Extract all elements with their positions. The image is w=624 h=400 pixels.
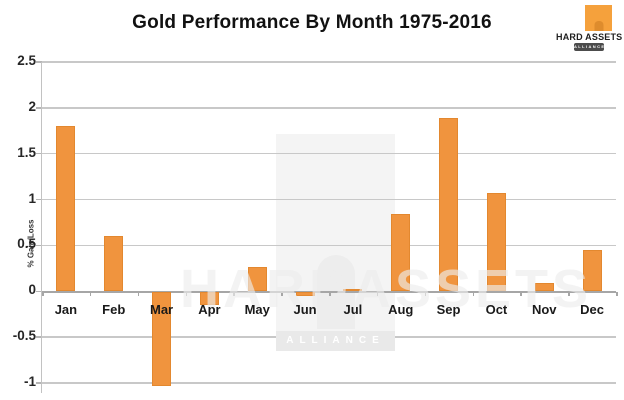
y-axis-tick: [36, 382, 42, 384]
watermark-text: HARDASSETS: [180, 259, 593, 319]
y-axis-label: 2: [28, 98, 36, 114]
x-axis-label-jan: Jan: [54, 302, 78, 317]
x-axis-label-dec: Dec: [580, 302, 604, 317]
chart-title: Gold Performance By Month 1975-2016: [132, 12, 492, 33]
y-axis-label: 1: [28, 190, 36, 206]
bar-sep: [439, 117, 459, 292]
bar-feb: [104, 236, 124, 292]
bar-jul: [343, 289, 363, 292]
y-axis-label: 1.5: [17, 144, 36, 160]
logo-brand-text: HARD ASSETS: [556, 32, 623, 42]
watermark-alliance-band: ALLIANCE: [276, 331, 395, 351]
x-axis-tick: [42, 292, 44, 297]
bar-apr: [199, 292, 219, 306]
bar-aug: [391, 214, 411, 292]
x-axis-label-nov: Nov: [531, 302, 557, 317]
gridline: [42, 107, 616, 109]
x-axis-label-sep: Sep: [436, 302, 461, 317]
y-axis-label: -1: [23, 374, 36, 389]
x-axis-tick: [568, 292, 570, 297]
bar-oct: [486, 193, 506, 292]
x-axis-label-mar: Mar: [150, 302, 174, 317]
bar-nov: [534, 283, 554, 292]
x-axis-label-oct: Oct: [485, 302, 508, 317]
x-axis-tick: [185, 292, 187, 297]
x-axis-tick: [137, 292, 140, 297]
y-axis-line: [40, 62, 42, 393]
x-axis-tick: [616, 292, 618, 297]
y-axis-label: -0.5: [12, 328, 36, 344]
x-axis-label-jun: Jun: [293, 302, 317, 317]
x-axis-tick: [424, 292, 427, 297]
x-axis-tick: [472, 292, 474, 297]
y-axis-tick: [36, 61, 42, 63]
x-axis-tick: [89, 292, 92, 297]
x-axis-zero-line: [42, 290, 616, 293]
bar-may: [247, 267, 267, 292]
hard-assets-logo: HARD ASSETS ALLIANCE: [556, 4, 623, 52]
x-axis-tick: [281, 292, 283, 297]
y-axis-tick: [36, 198, 42, 201]
gridline: [42, 61, 616, 63]
x-axis-tick: [233, 292, 235, 297]
gridline: [42, 382, 616, 384]
logo-square-icon: [585, 5, 612, 31]
x-axis-label-may: May: [244, 302, 270, 317]
y-axis-tick: [36, 107, 42, 109]
logo-arch-icon: [594, 21, 603, 31]
x-axis-label-feb: Feb: [102, 302, 126, 317]
y-axis-label: 0: [28, 282, 36, 298]
bar-dec: [582, 250, 602, 292]
bar-mar: [152, 292, 172, 386]
logo-alliance-badge: ALLIANCE: [574, 43, 606, 51]
y-axis-label: 0.5: [17, 236, 36, 252]
gridline: [42, 198, 616, 201]
x-axis-tick: [376, 292, 379, 297]
x-axis-tick: [520, 292, 522, 297]
x-axis-tick: [329, 292, 331, 297]
y-axis-label: 2.5: [17, 53, 36, 68]
x-axis-label-jul: Jul: [343, 302, 363, 317]
gridline: [42, 152, 616, 155]
y-axis-tick: [36, 244, 42, 247]
gridline: [42, 244, 616, 247]
x-axis-label-apr: Apr: [198, 302, 221, 317]
bar-jun: [295, 292, 315, 296]
bar-jan: [56, 126, 76, 292]
x-axis-label-aug: Aug: [388, 302, 414, 317]
y-axis-tick: [36, 290, 42, 293]
y-axis-tick: [36, 152, 42, 155]
y-axis-tick: [36, 336, 42, 338]
